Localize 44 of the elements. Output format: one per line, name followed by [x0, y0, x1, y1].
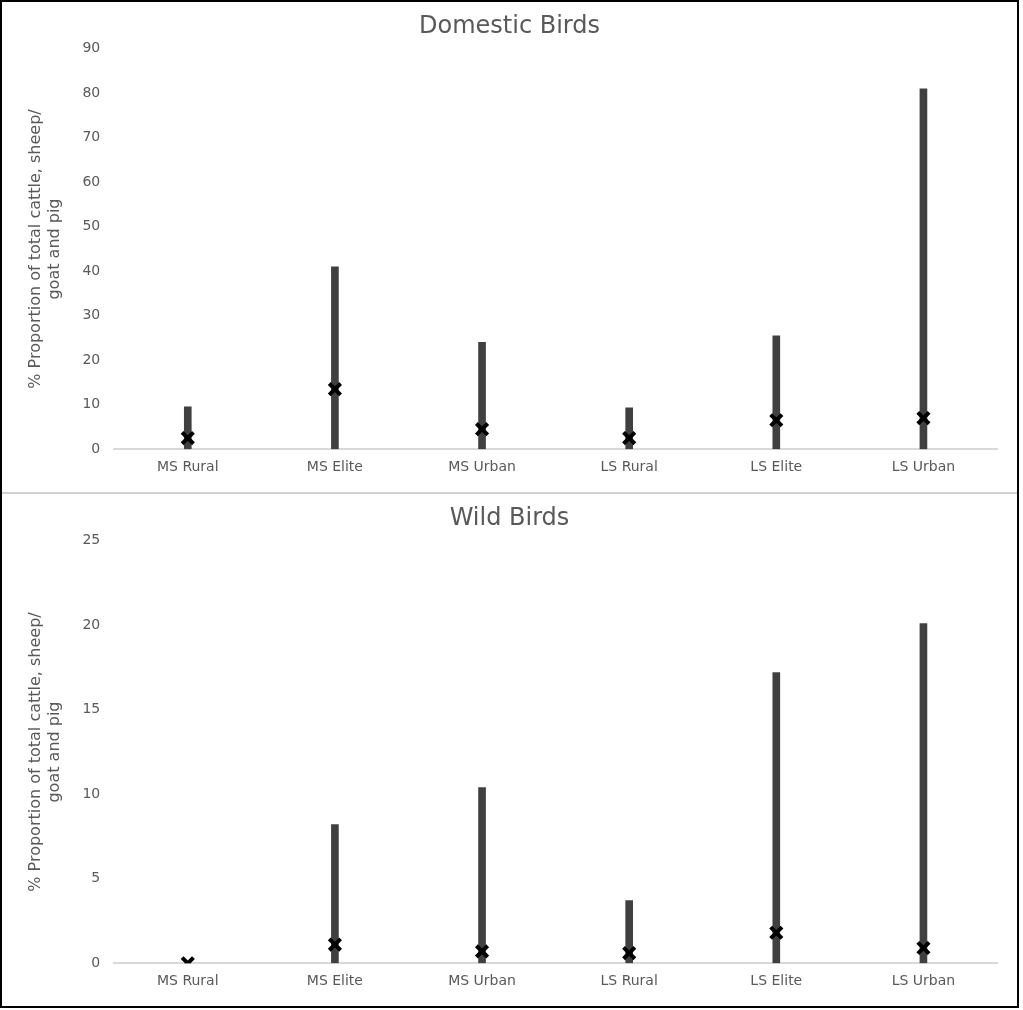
y-tick-label: 70 [82, 128, 101, 145]
chart-title: Domestic Birds [418, 10, 601, 39]
y-tick-label: 60 [82, 172, 101, 189]
y-tick-label: 25 [82, 531, 101, 548]
y-tick-label: 90 [82, 39, 101, 56]
x-tick-label: MS Urban [448, 972, 516, 989]
y-tick-label: 40 [82, 261, 101, 278]
x-tick-label: LS Urban [891, 972, 956, 989]
x-tick-label: LS Elite [750, 972, 803, 989]
x-tick-label: MS Rural [156, 458, 219, 475]
y-tick-label: 5 [91, 869, 101, 886]
y-tick-label: 10 [82, 784, 101, 801]
y-axis-title: % Proportion of total cattle, sheep/ goat and pig [24, 611, 63, 892]
x-tick-label: MS Elite [306, 972, 363, 989]
y-axis-title: % Proportion of total cattle, sheep/ goat and pig [24, 108, 63, 389]
x-tick-label: LS Elite [750, 458, 803, 475]
bar [331, 266, 339, 450]
point [474, 421, 490, 437]
y-tick-label: 20 [82, 350, 101, 367]
x-tick-label: LS Rural [600, 972, 658, 989]
y-tick-label: 15 [82, 700, 101, 717]
y-tick-label: 10 [82, 395, 101, 412]
point [621, 430, 637, 446]
bar [772, 672, 781, 964]
x-tick-label: LS Urban [891, 458, 956, 475]
y-tick-label: 50 [82, 217, 101, 234]
x-tick-label: MS Elite [306, 458, 363, 475]
y-tick-label: 80 [82, 83, 101, 100]
bar [478, 342, 486, 450]
point [768, 412, 784, 428]
chart-title: Wild Birds [449, 502, 570, 531]
y-tick-label: 0 [91, 439, 101, 456]
bar [478, 787, 486, 964]
point [915, 410, 932, 426]
x-tick-label: MS Rural [156, 972, 219, 989]
point [180, 430, 196, 446]
bar [772, 335, 781, 450]
x-tick-label: MS Urban [448, 458, 516, 475]
point [327, 381, 343, 397]
y-tick-label: 30 [82, 306, 101, 323]
bar [331, 824, 339, 964]
y-tick-label: 0 [91, 953, 101, 970]
x-tick-label: LS Rural [600, 458, 658, 475]
y-tick-label: 20 [82, 615, 101, 632]
